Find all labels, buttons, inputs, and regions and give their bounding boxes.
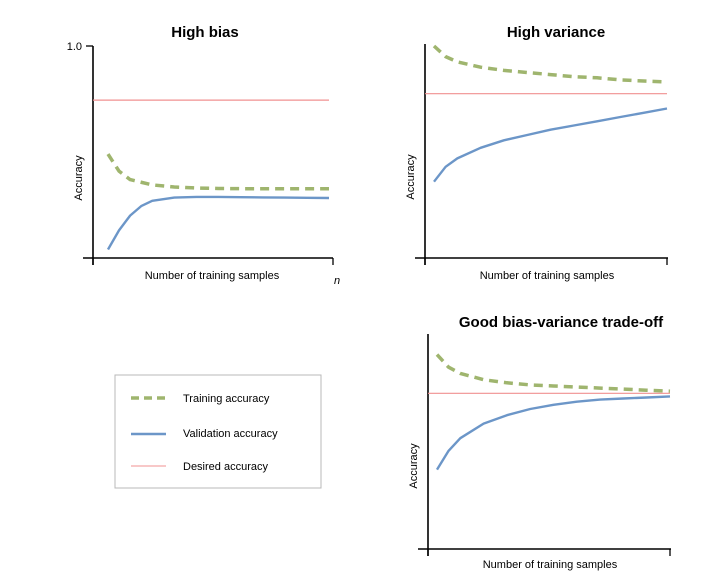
legend-label-desired: Desired accuracy xyxy=(183,461,268,473)
series-line-training xyxy=(435,353,671,393)
chart-title: Good bias-variance trade-off xyxy=(459,314,664,331)
legend-label-validation: Validation accuracy xyxy=(183,428,278,440)
y-axis-label: Accuracy xyxy=(405,154,417,200)
panel-high-variance: High variance Number of training samples… xyxy=(405,24,668,282)
series-line-validation xyxy=(435,395,671,471)
chart-title: High bias xyxy=(171,24,239,41)
series-layer xyxy=(93,99,330,251)
series-line-training xyxy=(106,153,329,191)
series-line-validation xyxy=(106,195,330,251)
legend-label-training: Training accuracy xyxy=(183,393,270,405)
panel-good-tradeoff: Good bias-variance trade-off Number of t… xyxy=(408,314,671,571)
y-axis-label: Accuracy xyxy=(408,443,420,489)
y-axis-label: Accuracy xyxy=(73,155,85,201)
series-layer xyxy=(425,44,668,183)
series-line-validation xyxy=(433,107,668,183)
legend: Training accuracy Validation accuracy De… xyxy=(114,374,322,489)
legend-box xyxy=(114,374,322,489)
series-line-training xyxy=(432,44,668,84)
y-tick-label: 1.0 xyxy=(67,41,82,53)
chart-title: High variance xyxy=(507,24,605,41)
x-axis-label: Number of training samples xyxy=(480,270,615,282)
series-layer xyxy=(428,353,671,471)
x-end-label: n xyxy=(334,275,340,287)
x-axis-label: Number of training samples xyxy=(145,270,280,282)
x-axis-label: Number of training samples xyxy=(483,559,618,571)
panel-high-bias: High bias 1.0 Number of training samples… xyxy=(67,24,340,287)
